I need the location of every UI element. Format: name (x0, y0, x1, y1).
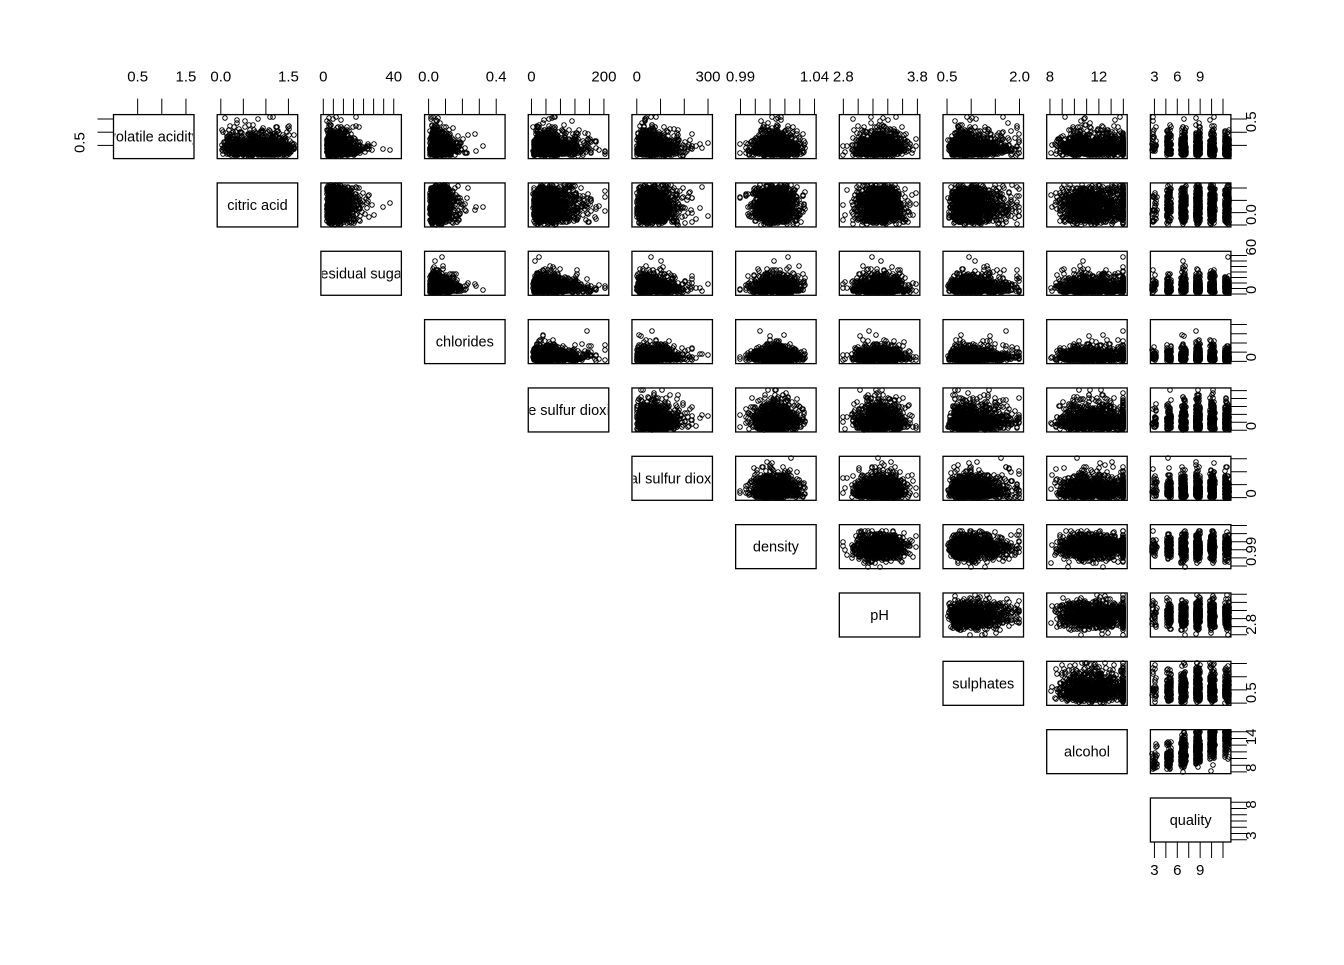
svg-text:quality: quality (1170, 813, 1213, 829)
svg-text:8: 8 (1243, 800, 1260, 808)
svg-text:9: 9 (1196, 69, 1204, 86)
svg-text:citric acid: citric acid (227, 198, 287, 214)
svg-text:0.5: 0.5 (127, 69, 148, 86)
svg-text:1.04: 1.04 (800, 69, 829, 86)
svg-text:3: 3 (1243, 831, 1260, 839)
svg-text:60: 60 (1243, 239, 1260, 256)
svg-text:200: 200 (591, 69, 616, 86)
svg-text:chlorides: chlorides (436, 335, 494, 351)
svg-text:1.5: 1.5 (176, 69, 197, 86)
svg-text:volatile acidity: volatile acidity (109, 130, 200, 146)
svg-text:0.4: 0.4 (486, 69, 507, 86)
svg-text:0.5: 0.5 (1243, 111, 1260, 132)
svg-text:3: 3 (1150, 862, 1158, 879)
svg-text:pH: pH (870, 608, 889, 624)
svg-text:0.0: 0.0 (1243, 204, 1260, 225)
svg-text:6: 6 (1173, 862, 1181, 879)
svg-text:0: 0 (319, 69, 327, 86)
svg-text:12: 12 (1091, 69, 1108, 86)
svg-text:0.99: 0.99 (726, 69, 755, 86)
svg-text:3: 3 (1150, 69, 1158, 86)
svg-text:40: 40 (385, 69, 402, 86)
svg-text:300: 300 (696, 69, 721, 86)
svg-text:0: 0 (1243, 286, 1260, 294)
svg-text:0.5: 0.5 (937, 69, 958, 86)
svg-text:2.0: 2.0 (1009, 69, 1030, 86)
svg-text:3.8: 3.8 (907, 69, 928, 86)
svg-text:residual sugar: residual sugar (316, 266, 407, 282)
svg-text:2.8: 2.8 (1243, 614, 1260, 635)
svg-text:0: 0 (1243, 422, 1260, 430)
svg-text:1.5: 1.5 (278, 69, 299, 86)
svg-text:2.8: 2.8 (833, 69, 854, 86)
svg-text:6: 6 (1173, 69, 1181, 86)
svg-text:0: 0 (527, 69, 535, 86)
svg-text:density: density (753, 540, 800, 556)
svg-text:0: 0 (1243, 353, 1260, 361)
svg-text:8: 8 (1046, 69, 1054, 86)
svg-text:alcohol: alcohol (1064, 745, 1110, 761)
svg-text:0: 0 (633, 69, 641, 86)
svg-text:0.0: 0.0 (418, 69, 439, 86)
svg-text:9: 9 (1196, 862, 1204, 879)
svg-text:0.5: 0.5 (71, 132, 88, 153)
svg-text:0: 0 (1243, 489, 1260, 497)
svg-text:0.5: 0.5 (1243, 682, 1260, 703)
svg-text:0.0: 0.0 (210, 69, 231, 86)
svg-text:0.99: 0.99 (1243, 537, 1260, 566)
svg-text:sulphates: sulphates (952, 676, 1014, 692)
svg-text:14: 14 (1243, 728, 1260, 745)
